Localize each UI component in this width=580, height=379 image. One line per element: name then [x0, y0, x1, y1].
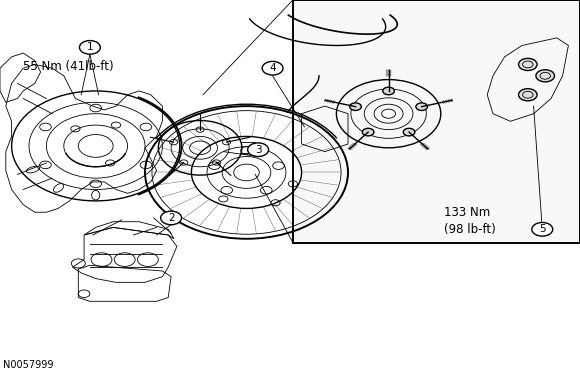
- Bar: [293, 0, 580, 243]
- Text: (98 lb-ft): (98 lb-ft): [444, 223, 495, 236]
- Text: 133 Nm: 133 Nm: [444, 206, 490, 219]
- Circle shape: [350, 103, 361, 110]
- Circle shape: [519, 89, 537, 101]
- Circle shape: [403, 128, 415, 136]
- Text: 2: 2: [168, 213, 175, 223]
- Circle shape: [416, 103, 427, 110]
- Text: 5: 5: [539, 224, 546, 234]
- Circle shape: [248, 143, 269, 157]
- Circle shape: [362, 128, 374, 136]
- Text: 1: 1: [86, 42, 93, 52]
- Text: 55 Nm (41lb-ft): 55 Nm (41lb-ft): [23, 60, 114, 73]
- Circle shape: [79, 41, 100, 54]
- Text: N0057999: N0057999: [3, 360, 53, 370]
- Circle shape: [519, 58, 537, 70]
- Text: 3: 3: [255, 145, 262, 155]
- Circle shape: [161, 211, 182, 225]
- Circle shape: [383, 87, 394, 95]
- Circle shape: [262, 61, 283, 75]
- Circle shape: [536, 70, 554, 82]
- Text: 4: 4: [269, 63, 276, 73]
- Circle shape: [532, 222, 553, 236]
